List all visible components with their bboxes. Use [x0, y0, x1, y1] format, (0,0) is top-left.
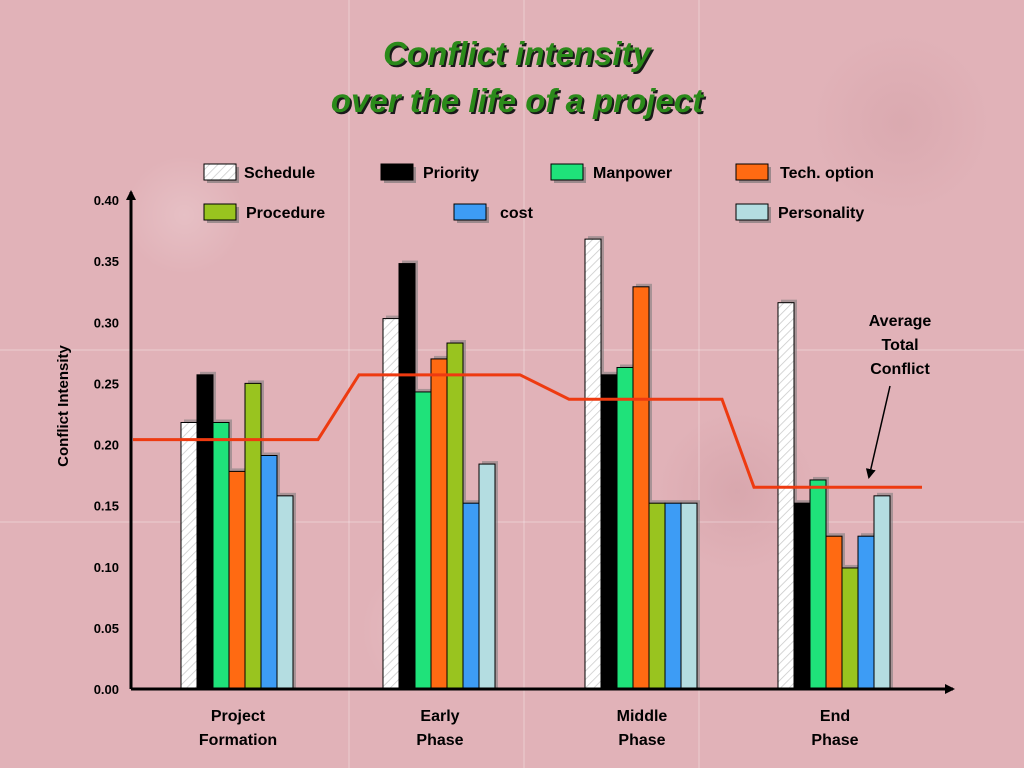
axes — [126, 190, 955, 694]
legend-item-manpower: Manpower — [550, 163, 672, 183]
legend-label: Procedure — [246, 205, 325, 222]
legend-swatch — [380, 163, 414, 181]
title-line-2-shadow: over the life of a project — [333, 84, 707, 121]
category-label: Phase — [416, 732, 463, 749]
bar-tech-option — [825, 535, 843, 690]
bar-personality — [478, 463, 496, 690]
legend-item-cost: cost — [453, 203, 534, 223]
legend-swatch — [203, 203, 237, 221]
legend-label: Personality — [778, 205, 864, 222]
y-tick-label: 0.00 — [94, 682, 119, 697]
bar-personality — [680, 502, 698, 690]
legend-label: Tech. option — [780, 165, 874, 182]
bar-manpower — [414, 391, 432, 690]
bar-tech-option — [632, 286, 650, 690]
bar-manpower — [809, 479, 827, 690]
bar-procedure — [841, 567, 859, 690]
legend-swatch — [735, 203, 769, 221]
bar-tech-option — [228, 470, 246, 690]
y-axis-ticks: 0.00 0.05 0.10 0.15 0.20 0.25 0.30 0.35 0.40 — [94, 193, 119, 697]
legend: Schedule Priority Manpower Tech. option Proc… — [203, 163, 874, 223]
bar-priority — [600, 374, 618, 690]
bar-personality — [873, 495, 891, 690]
annotation-text: Conflict — [870, 361, 930, 378]
legend-swatch — [735, 163, 769, 181]
y-tick-label: 0.35 — [94, 254, 119, 269]
category-label: Formation — [199, 732, 277, 749]
bar-priority — [793, 502, 811, 690]
legend-item-priority: Priority — [380, 163, 479, 183]
bar-procedure — [446, 342, 464, 690]
y-tick-label: 0.25 — [94, 376, 119, 391]
average-line — [133, 373, 922, 489]
average-annotation: Average Total Conflict — [865, 313, 932, 479]
y-tick-label: 0.15 — [94, 499, 119, 514]
y-tick-label: 0.30 — [94, 315, 119, 330]
y-tick-label: 0.05 — [94, 621, 119, 636]
annotation-text: Total — [881, 337, 918, 354]
bar-procedure — [648, 502, 666, 690]
y-tick-label: 0.20 — [94, 438, 119, 453]
bar-procedure — [244, 382, 262, 690]
category-label: Project — [211, 708, 266, 725]
title-line-2: over the life of a project — [331, 82, 705, 119]
bar-cost — [260, 455, 278, 690]
bar-schedule — [777, 302, 795, 690]
annotation-arrow — [865, 385, 891, 479]
legend-item-procedure: Procedure — [203, 203, 325, 223]
bars — [180, 236, 893, 690]
legend-item-tech-option: Tech. option — [735, 163, 874, 183]
legend-item-personality: Personality — [735, 203, 864, 223]
category-label: Phase — [618, 732, 665, 749]
legend-label: cost — [500, 205, 534, 222]
category-label: Middle — [617, 708, 668, 725]
bar-manpower — [212, 421, 230, 690]
bar-cost — [462, 502, 480, 690]
bar-tech-option — [430, 358, 448, 690]
bar-priority — [398, 263, 416, 690]
chart-title: Conflict intensity Conflict intensity ov… — [331, 35, 707, 121]
legend-swatch — [453, 203, 487, 221]
bar-personality — [276, 495, 294, 690]
legend-swatch — [550, 163, 584, 181]
y-axis-title: Conflict Intensity — [55, 345, 72, 467]
bar-priority — [196, 374, 214, 690]
legend-label: Priority — [423, 165, 479, 182]
category-label: Phase — [811, 732, 858, 749]
y-tick-label: 0.10 — [94, 560, 119, 575]
legend-swatch — [203, 163, 237, 181]
legend-label: Manpower — [593, 165, 672, 182]
category-label: Early — [420, 708, 459, 725]
title-line-1-shadow: Conflict intensity — [385, 37, 654, 74]
category-label: End — [820, 708, 850, 725]
bar-manpower — [616, 366, 634, 690]
legend-item-schedule: Schedule — [203, 163, 315, 183]
average-total-conflict-line — [133, 373, 922, 489]
legend-label: Schedule — [244, 165, 315, 182]
y-tick-label: 0.40 — [94, 193, 119, 208]
annotation-text: Average — [869, 313, 932, 330]
bar-cost — [664, 502, 682, 690]
title-line-1: Conflict intensity — [383, 35, 652, 72]
bar-schedule — [584, 238, 602, 690]
category-labels: Project Formation Early Phase Middle Phase End… — [199, 708, 859, 749]
bar-cost — [857, 535, 875, 690]
bar-schedule — [180, 421, 198, 690]
